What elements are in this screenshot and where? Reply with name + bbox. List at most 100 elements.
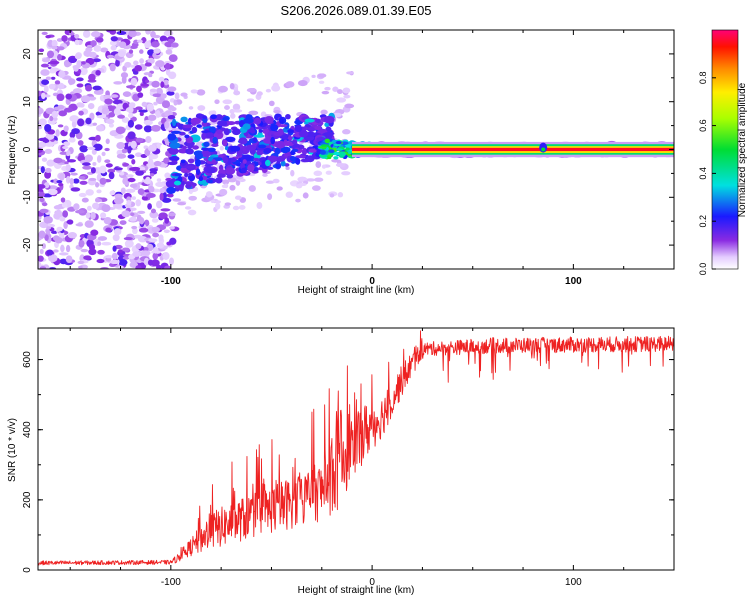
heatmap-cell — [197, 179, 207, 185]
heatmap-cell — [338, 151, 346, 157]
heatmap-cell — [331, 159, 340, 163]
heatmap-cell — [159, 35, 168, 43]
heatmap-cell — [77, 118, 85, 127]
heatmap-cell — [41, 58, 51, 63]
heatmap-cell — [95, 182, 100, 188]
heatmap-cell — [162, 252, 170, 260]
heatmap-cell — [88, 177, 97, 181]
heatmap-cell — [258, 144, 267, 149]
heatmap-cell — [343, 94, 351, 99]
heatmap-cell — [163, 30, 174, 37]
heatmap-cell — [198, 176, 204, 182]
heatmap-cell — [323, 115, 335, 124]
heatmap-cell — [137, 210, 146, 215]
heatmap-cell — [78, 176, 86, 180]
heatmap-cell — [333, 143, 342, 147]
heatmap-cell — [44, 148, 53, 154]
heatmap-cell — [158, 76, 165, 82]
heatmap-cell — [152, 246, 159, 254]
heatmap-cell — [246, 98, 255, 102]
colorbar-gradient — [711, 29, 739, 270]
heatmap-cell — [73, 64, 79, 72]
heatmap-cell — [229, 184, 236, 191]
heatmap-cell — [54, 80, 61, 85]
heatmap-cell — [210, 114, 217, 120]
heatmap-cell — [77, 260, 85, 265]
heatmap-cell — [57, 53, 62, 61]
heatmap-cell — [59, 216, 66, 222]
heatmap-cell — [253, 134, 265, 138]
heatmap-cell — [144, 62, 152, 67]
heatmap-cell — [211, 159, 217, 165]
heatmap-cell — [242, 159, 247, 164]
heatmap-cell — [83, 49, 93, 57]
heatmap-cell — [69, 115, 80, 122]
heatmap-cell — [272, 178, 280, 184]
heatmap-cell — [305, 178, 316, 182]
heatmap-cell — [103, 95, 112, 100]
heatmap-cell — [50, 230, 58, 234]
heatmap-cell — [71, 120, 77, 128]
heatmap-cell — [160, 208, 171, 212]
heatmap-cell — [125, 107, 134, 113]
heatmap-cell — [267, 131, 272, 137]
heatmap-cell — [38, 184, 46, 190]
heatmap-cell — [134, 124, 143, 130]
heatmap-cell — [151, 226, 161, 233]
heatmap-cell — [168, 71, 177, 80]
heatmap-cell — [53, 157, 63, 164]
heatmap-cell — [118, 249, 124, 253]
heatmap-cell — [264, 159, 271, 167]
heatmap-cell — [80, 248, 89, 253]
heatmap-cell — [196, 124, 202, 128]
heatmap-cell — [163, 157, 170, 164]
heatmap-cell — [238, 204, 246, 210]
heatmap-cell — [56, 226, 63, 232]
heatmap-cell — [201, 149, 211, 158]
snr-xtick-label: 0 — [369, 577, 375, 588]
heatmap-cell — [92, 58, 101, 63]
heatmap-cell — [342, 129, 351, 135]
heatmap-cell — [74, 39, 80, 46]
heatmap-cell — [133, 60, 139, 66]
heatmap-cell — [233, 109, 243, 113]
heatmap-cell — [280, 146, 291, 154]
heatmap-cell — [46, 50, 55, 59]
heatmap-cell — [207, 179, 213, 184]
heatmap-cell — [53, 205, 63, 210]
heatmap-cell — [297, 80, 308, 87]
heatmap-cell — [111, 252, 118, 260]
heatmap-cell — [168, 147, 179, 155]
heatmap-cell — [135, 199, 141, 207]
heatmap-cell — [222, 139, 228, 147]
heatmap-cell — [45, 76, 52, 81]
heatmap-cell — [65, 164, 71, 172]
heatmap-cell — [109, 190, 116, 196]
heatmap-cell — [257, 167, 264, 171]
heatmap-cell — [164, 121, 170, 129]
heatmap-cell — [138, 109, 148, 113]
heatmap-cell — [152, 252, 159, 260]
heatmap-cell — [196, 89, 206, 96]
heatmap-cell — [88, 243, 96, 251]
heatmap-cell — [324, 138, 330, 144]
heatmap-cell — [128, 49, 134, 54]
heatmap-cell — [105, 163, 113, 168]
heatmap-cell — [131, 225, 138, 230]
heatmap-cell — [275, 163, 282, 169]
heatmap-cell — [264, 116, 274, 124]
heatmap-cell — [245, 144, 257, 151]
heatmap-cell — [166, 91, 175, 96]
heatmap-cell — [172, 118, 177, 127]
heatmap-cell — [75, 209, 85, 214]
heatmap-cell — [85, 84, 93, 92]
heatmap-cell — [90, 167, 96, 174]
heatmap-cell — [248, 110, 259, 116]
heatmap-cell — [38, 118, 47, 126]
heatmap-cell — [258, 129, 263, 133]
heatmap-cell — [68, 32, 75, 36]
heatmap-cell — [132, 70, 139, 75]
heatmap-cell — [337, 89, 343, 95]
heatmap-cell — [127, 131, 136, 140]
